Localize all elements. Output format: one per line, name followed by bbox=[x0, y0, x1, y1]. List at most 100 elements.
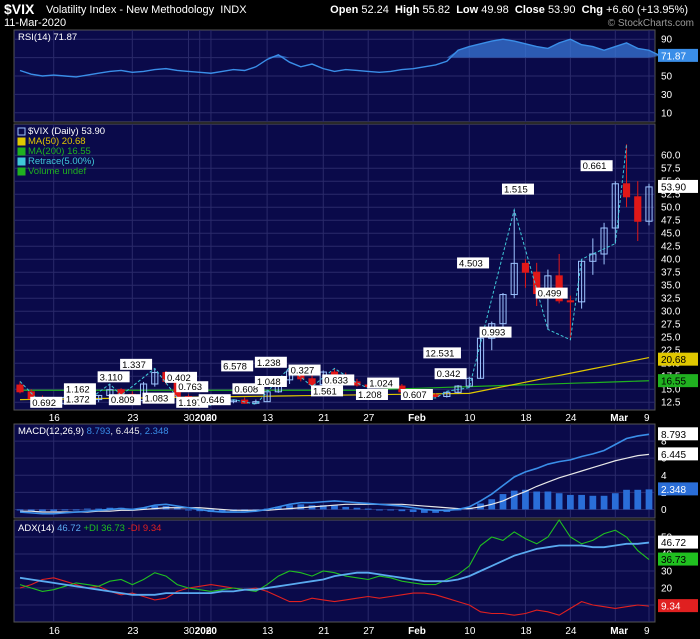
legend-swatch bbox=[17, 157, 26, 166]
retrace-label: 0.499 bbox=[538, 289, 562, 300]
retrace-label-box bbox=[367, 377, 400, 389]
retrace-label: 3.110 bbox=[100, 372, 123, 383]
price-tick-label: 37.5 bbox=[661, 268, 681, 279]
retrace-label-box bbox=[355, 389, 388, 400]
ohlc-summary: Open 52.24 High 55.82 Low 49.98 Close 53… bbox=[330, 4, 688, 16]
macd-hist-bar bbox=[432, 509, 439, 513]
candle-body bbox=[443, 391, 451, 397]
price-tick-label: 57.5 bbox=[661, 164, 681, 175]
macd-hist-bar bbox=[95, 508, 102, 510]
price-tick-label: 50.0 bbox=[661, 203, 681, 214]
retrace-label: 1.024 bbox=[369, 379, 393, 390]
macd-hist-bar bbox=[286, 505, 293, 510]
retrace-label-box bbox=[142, 392, 175, 404]
candle-body bbox=[16, 384, 24, 393]
price-tick-label: 47.5 bbox=[661, 216, 681, 227]
price-tick-label: 35.0 bbox=[661, 281, 681, 292]
symbol-ticker: $VIX bbox=[4, 1, 35, 17]
price-tick-label: 25.0 bbox=[661, 333, 681, 344]
macd-hist-bar bbox=[510, 490, 518, 510]
x-tick-label: 21 bbox=[318, 413, 330, 424]
retrace-label-box bbox=[232, 383, 265, 395]
macd-tick-label: 0 bbox=[661, 505, 667, 516]
candle-body bbox=[566, 300, 574, 303]
macd-hist-bar bbox=[499, 494, 507, 510]
ma50-last-tag-label: 20.68 bbox=[661, 355, 686, 366]
retrace-label: 0.402 bbox=[167, 373, 191, 384]
macd-hist-bar bbox=[420, 509, 428, 513]
macd-line bbox=[19, 433, 650, 515]
open-value: 52.24 bbox=[361, 4, 389, 16]
hist-last-tag-label: 2.348 bbox=[661, 485, 686, 496]
price-tick-label: 12.5 bbox=[661, 398, 681, 409]
retrace-zigzag bbox=[19, 144, 628, 406]
macd-hist-bar bbox=[16, 509, 24, 511]
macd-hist-bar bbox=[342, 506, 350, 510]
price-legend-entry: $VIX (Daily) 53.90 bbox=[28, 126, 105, 137]
macd-legend-part: MACD(12,26,9) bbox=[18, 426, 87, 437]
x-tick-label: Mar bbox=[610, 626, 628, 637]
macd-hist-bar bbox=[297, 504, 305, 510]
retrace-label: 4.503 bbox=[459, 258, 483, 269]
macd-hist-bar bbox=[364, 508, 372, 510]
candle-body bbox=[634, 196, 642, 222]
open-label: Open bbox=[330, 4, 359, 16]
macd-hist-bar bbox=[589, 495, 597, 510]
macd-last-tag bbox=[658, 427, 698, 441]
candle-body bbox=[308, 378, 316, 386]
macd-hist-bar bbox=[151, 506, 159, 510]
x-tick-label: 27 bbox=[363, 626, 375, 637]
adx-tick-label: 30 bbox=[661, 567, 673, 578]
candle-body bbox=[151, 372, 159, 385]
adx-legend-part: ADX(14) bbox=[18, 523, 57, 534]
candle-body bbox=[252, 401, 260, 404]
retrace-label: 12.531 bbox=[425, 348, 454, 359]
macd-signal-line bbox=[20, 453, 650, 513]
macd-hist-bar bbox=[611, 493, 619, 510]
adx-tick-label: 20 bbox=[661, 584, 673, 595]
chg-label: Chg bbox=[581, 4, 603, 16]
macd-hist-bar bbox=[140, 507, 147, 510]
adx-legend-part: 46.72 bbox=[57, 523, 83, 534]
retrace-label-box bbox=[221, 360, 254, 372]
macd-hist-bar bbox=[522, 489, 529, 510]
retrace-label: 1.162 bbox=[66, 384, 90, 395]
ma200-last-tag-label: 16.55 bbox=[661, 377, 686, 388]
macd-last-tag-label: 8.793 bbox=[661, 430, 686, 441]
x-tick-label: 10 bbox=[464, 413, 476, 424]
macd-hist-bar bbox=[61, 509, 69, 511]
signal-last-tag bbox=[658, 447, 698, 461]
watermark: © StockCharts.com bbox=[607, 18, 694, 29]
macd-hist-bar bbox=[27, 509, 35, 512]
retrace-label: 0.327 bbox=[291, 366, 315, 377]
x-tick-label: Mar bbox=[610, 413, 628, 424]
retrace-label-box bbox=[423, 347, 461, 359]
candle-body bbox=[499, 294, 507, 325]
x-tick-label: 13 bbox=[262, 626, 274, 637]
x-tick-label: Feb bbox=[408, 413, 426, 424]
high-value: 55.82 bbox=[422, 4, 451, 16]
legend-swatch bbox=[17, 167, 26, 176]
macd-hist-bar bbox=[106, 507, 114, 510]
chg-value: +6.60 (+13.95%) bbox=[606, 4, 688, 16]
x-tick-label: 16 bbox=[49, 626, 61, 637]
adx-legend: ADX(14) 46.72 +DI 36.73 -DI 9.34 bbox=[18, 523, 161, 534]
retrace-label: 0.608 bbox=[234, 384, 258, 395]
x-tick-label: 24 bbox=[565, 413, 577, 424]
retrace-label-box bbox=[580, 160, 613, 172]
minus-di-last-tag-label: 9.34 bbox=[661, 602, 681, 613]
price-legend-entry: Volume undef bbox=[28, 166, 86, 177]
adx-last-tag-label: 46.72 bbox=[661, 538, 686, 549]
retrace-label: 1.048 bbox=[257, 377, 281, 388]
x-tick-label: 24 bbox=[565, 626, 577, 637]
macd-hist-bar bbox=[196, 509, 204, 512]
x-tick-label: 18 bbox=[520, 626, 532, 637]
candle-body bbox=[578, 260, 586, 303]
macd-hist-bar bbox=[600, 495, 608, 510]
macd-hist-bar bbox=[567, 494, 574, 510]
retrace-label: 1.337 bbox=[122, 360, 146, 371]
retrace-label-box bbox=[501, 183, 534, 195]
x-tick-label: 21 bbox=[318, 626, 330, 637]
price-tick-label: 30.0 bbox=[661, 307, 681, 318]
